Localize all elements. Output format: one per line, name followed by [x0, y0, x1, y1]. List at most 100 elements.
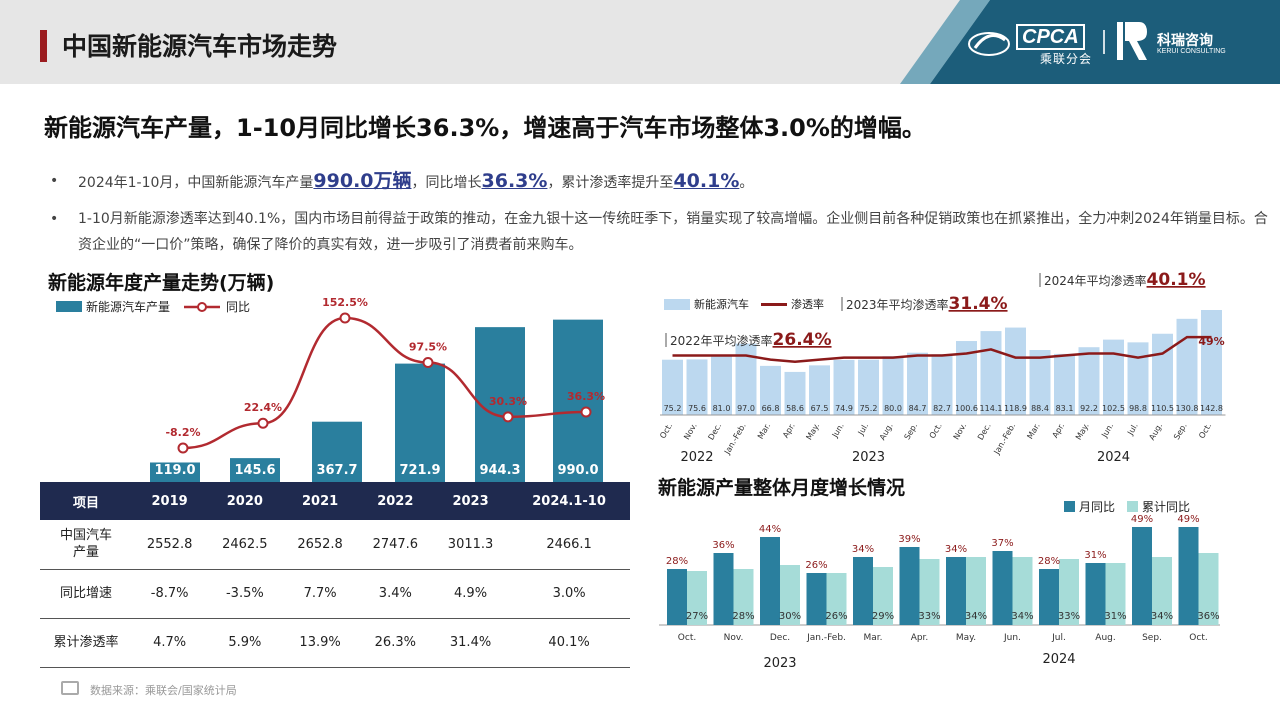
monthly-tick-label: Mar. [1025, 422, 1041, 441]
legend-line-label: 渗透率 [791, 298, 824, 311]
year-group-label: 2023 [852, 450, 885, 465]
bullet-1-highlight-growth: 36.3% [481, 170, 548, 192]
cumulative-yoy-label: 26% [825, 611, 847, 622]
monthly-tick-label: Aug. [1147, 422, 1164, 442]
growth-tick-label: Jul. [1051, 633, 1066, 643]
cumulative-yoy-label: 28% [732, 611, 754, 622]
monthly-bar [1078, 347, 1100, 415]
bullet-1-text: 2024年1-10月，中国新能源汽车产量990.0万辆，同比增长36.3%，累计… [78, 168, 1268, 196]
monthly-bar [760, 365, 781, 415]
cumulative-yoy-label: 34% [1151, 611, 1173, 622]
yoy-growth-label: 30.3% [489, 395, 527, 408]
monthly-yoy-bar [1039, 569, 1059, 625]
legend-cum-label: 累计同比 [1142, 500, 1191, 514]
monthly-bar [956, 341, 977, 415]
cumulative-yoy-bar [687, 571, 707, 625]
page-title: 中国新能源汽车市场走势 [62, 32, 338, 61]
monthly-bar [784, 371, 806, 415]
cumulative-yoy-label: 33% [1058, 611, 1080, 622]
growth-chart-legend: 月同比 累计同比 [1064, 498, 1190, 515]
table-header-cell: 2024.1-10 [508, 482, 630, 520]
production-bar-label: 721.9 [399, 463, 440, 478]
table-cell: -3.5% [207, 569, 283, 619]
monthly-bar [1201, 310, 1222, 415]
monthly-bar [1127, 342, 1149, 415]
growth-tick-label: Jan.-Feb. [806, 633, 846, 643]
production-bar-label: 145.6 [234, 463, 275, 478]
headline: 新能源汽车产量，1-10月同比增长36.3%，增速高于汽车市场整体3.0%的增幅… [44, 114, 926, 142]
monthly-tick-label: Sep. [1172, 422, 1189, 442]
monthly-yoy-label: 44% [759, 524, 781, 535]
monthly-bar-label: 92.2 [1080, 404, 1098, 413]
monthly-bar-label: 118.9 [1004, 404, 1027, 413]
legend-bar-swatch [664, 298, 690, 310]
logo-divider [1103, 30, 1105, 54]
monthly-yoy-label: 28% [1038, 556, 1060, 567]
monthly-bar-label: 98.8 [1129, 404, 1147, 413]
year-group-label: 2022 [680, 450, 713, 465]
monthly-bar-label: 114.1 [980, 404, 1003, 413]
growth-tick-label: Mar. [863, 633, 882, 643]
table-row-label: 同比增速 [40, 569, 132, 619]
monthly-yoy-label: 34% [852, 544, 874, 555]
annual-production-chart: 119.0 145.6 367.7 721.9 944.3 990.0 -8.2% 22.4%… [150, 296, 605, 482]
yoy-growth-point [177, 442, 189, 454]
monthly-bar-label: 130.8 [1176, 404, 1199, 413]
kerui-logo-english: KERUI CONSULTING [1157, 48, 1226, 55]
monthly-bar [809, 365, 830, 415]
cumulative-yoy-label: 33% [918, 611, 940, 622]
table-cell: 7.7% [282, 569, 358, 619]
avg-penetration-prefix: 2023年平均渗透率 [846, 297, 949, 312]
yoy-growth-label: 97.5% [409, 340, 447, 353]
yoy-growth-label: -8.2% [165, 426, 200, 439]
cpca-logo-icon [968, 32, 1010, 56]
table-header-cell: 2020 [207, 482, 283, 520]
yoy-growth-label: 36.3% [567, 390, 605, 403]
monthly-yoy-bar [667, 569, 687, 625]
year-group-label: 2024 [1097, 450, 1130, 465]
table-header-cell: 2023 [432, 482, 509, 520]
table-cell: 26.3% [357, 618, 433, 668]
monthly-tick-label: Mar. [756, 422, 772, 441]
monthly-bar-label: 58.6 [786, 404, 804, 413]
avg-penetration-value: 31.4% [949, 294, 1008, 314]
cumulative-yoy-bar [1012, 557, 1033, 625]
bullet-1-part: ，累计渗透率提升至 [547, 175, 674, 191]
avg-penetration-value: 40.1% [1147, 270, 1206, 290]
monthly-yoy-label: 31% [1084, 550, 1106, 561]
monthly-bar [1029, 350, 1051, 415]
bullet-1-part: 。 [739, 175, 754, 191]
monthly-yoy-label: 26% [805, 560, 827, 571]
avg-penetration-value: 26.4% [773, 330, 832, 350]
monthly-bar [980, 331, 1002, 415]
monthly-bar-label: 102.5 [1102, 404, 1125, 413]
monthly-tick-label: Apr. [1051, 422, 1067, 440]
table-header-cell: 项目 [40, 482, 132, 520]
monthly-bar-label: 82.7 [933, 404, 951, 413]
monthly-tick-label: Apr. [781, 422, 797, 440]
table-cell: 2652.8 [282, 520, 358, 570]
yoy-growth-label: 22.4% [244, 401, 282, 414]
monthly-bar-label: 75.2 [860, 404, 878, 413]
monthly-yoy-bar [1178, 527, 1199, 625]
legend-cum-swatch [1127, 501, 1139, 512]
monthly-tick-label: Dec. [706, 422, 723, 442]
monthly-bar [686, 359, 708, 415]
monthly-bar [735, 343, 757, 415]
year-group-label: 2024 [1042, 652, 1075, 667]
monthly-tick-label: Nov. [952, 422, 969, 442]
growth-chart-title: 新能源产量整体月度增长情况 [658, 477, 906, 499]
growth-tick-label: May. [956, 633, 976, 643]
growth-tick-label: Oct. [678, 633, 696, 643]
cumulative-yoy-bar [1105, 563, 1126, 625]
data-source: 数据来源：乘联会/国家统计局 [90, 684, 237, 697]
latest-penetration-label: 49% [1198, 335, 1224, 348]
monthly-tick-label: Aug. [878, 422, 895, 442]
table-header-cell: 2022 [357, 482, 433, 520]
table-cell: 3011.3 [432, 520, 509, 570]
monthly-yoy-label: 37% [991, 538, 1013, 549]
yoy-growth-line [182, 316, 587, 450]
table-row: 中国汽车产量 2552.8 2462.5 2652.8 2747.6 3011.… [40, 520, 630, 570]
monthly-bar-label: 80.0 [884, 404, 902, 413]
monthly-bar-label: 75.6 [688, 404, 706, 413]
